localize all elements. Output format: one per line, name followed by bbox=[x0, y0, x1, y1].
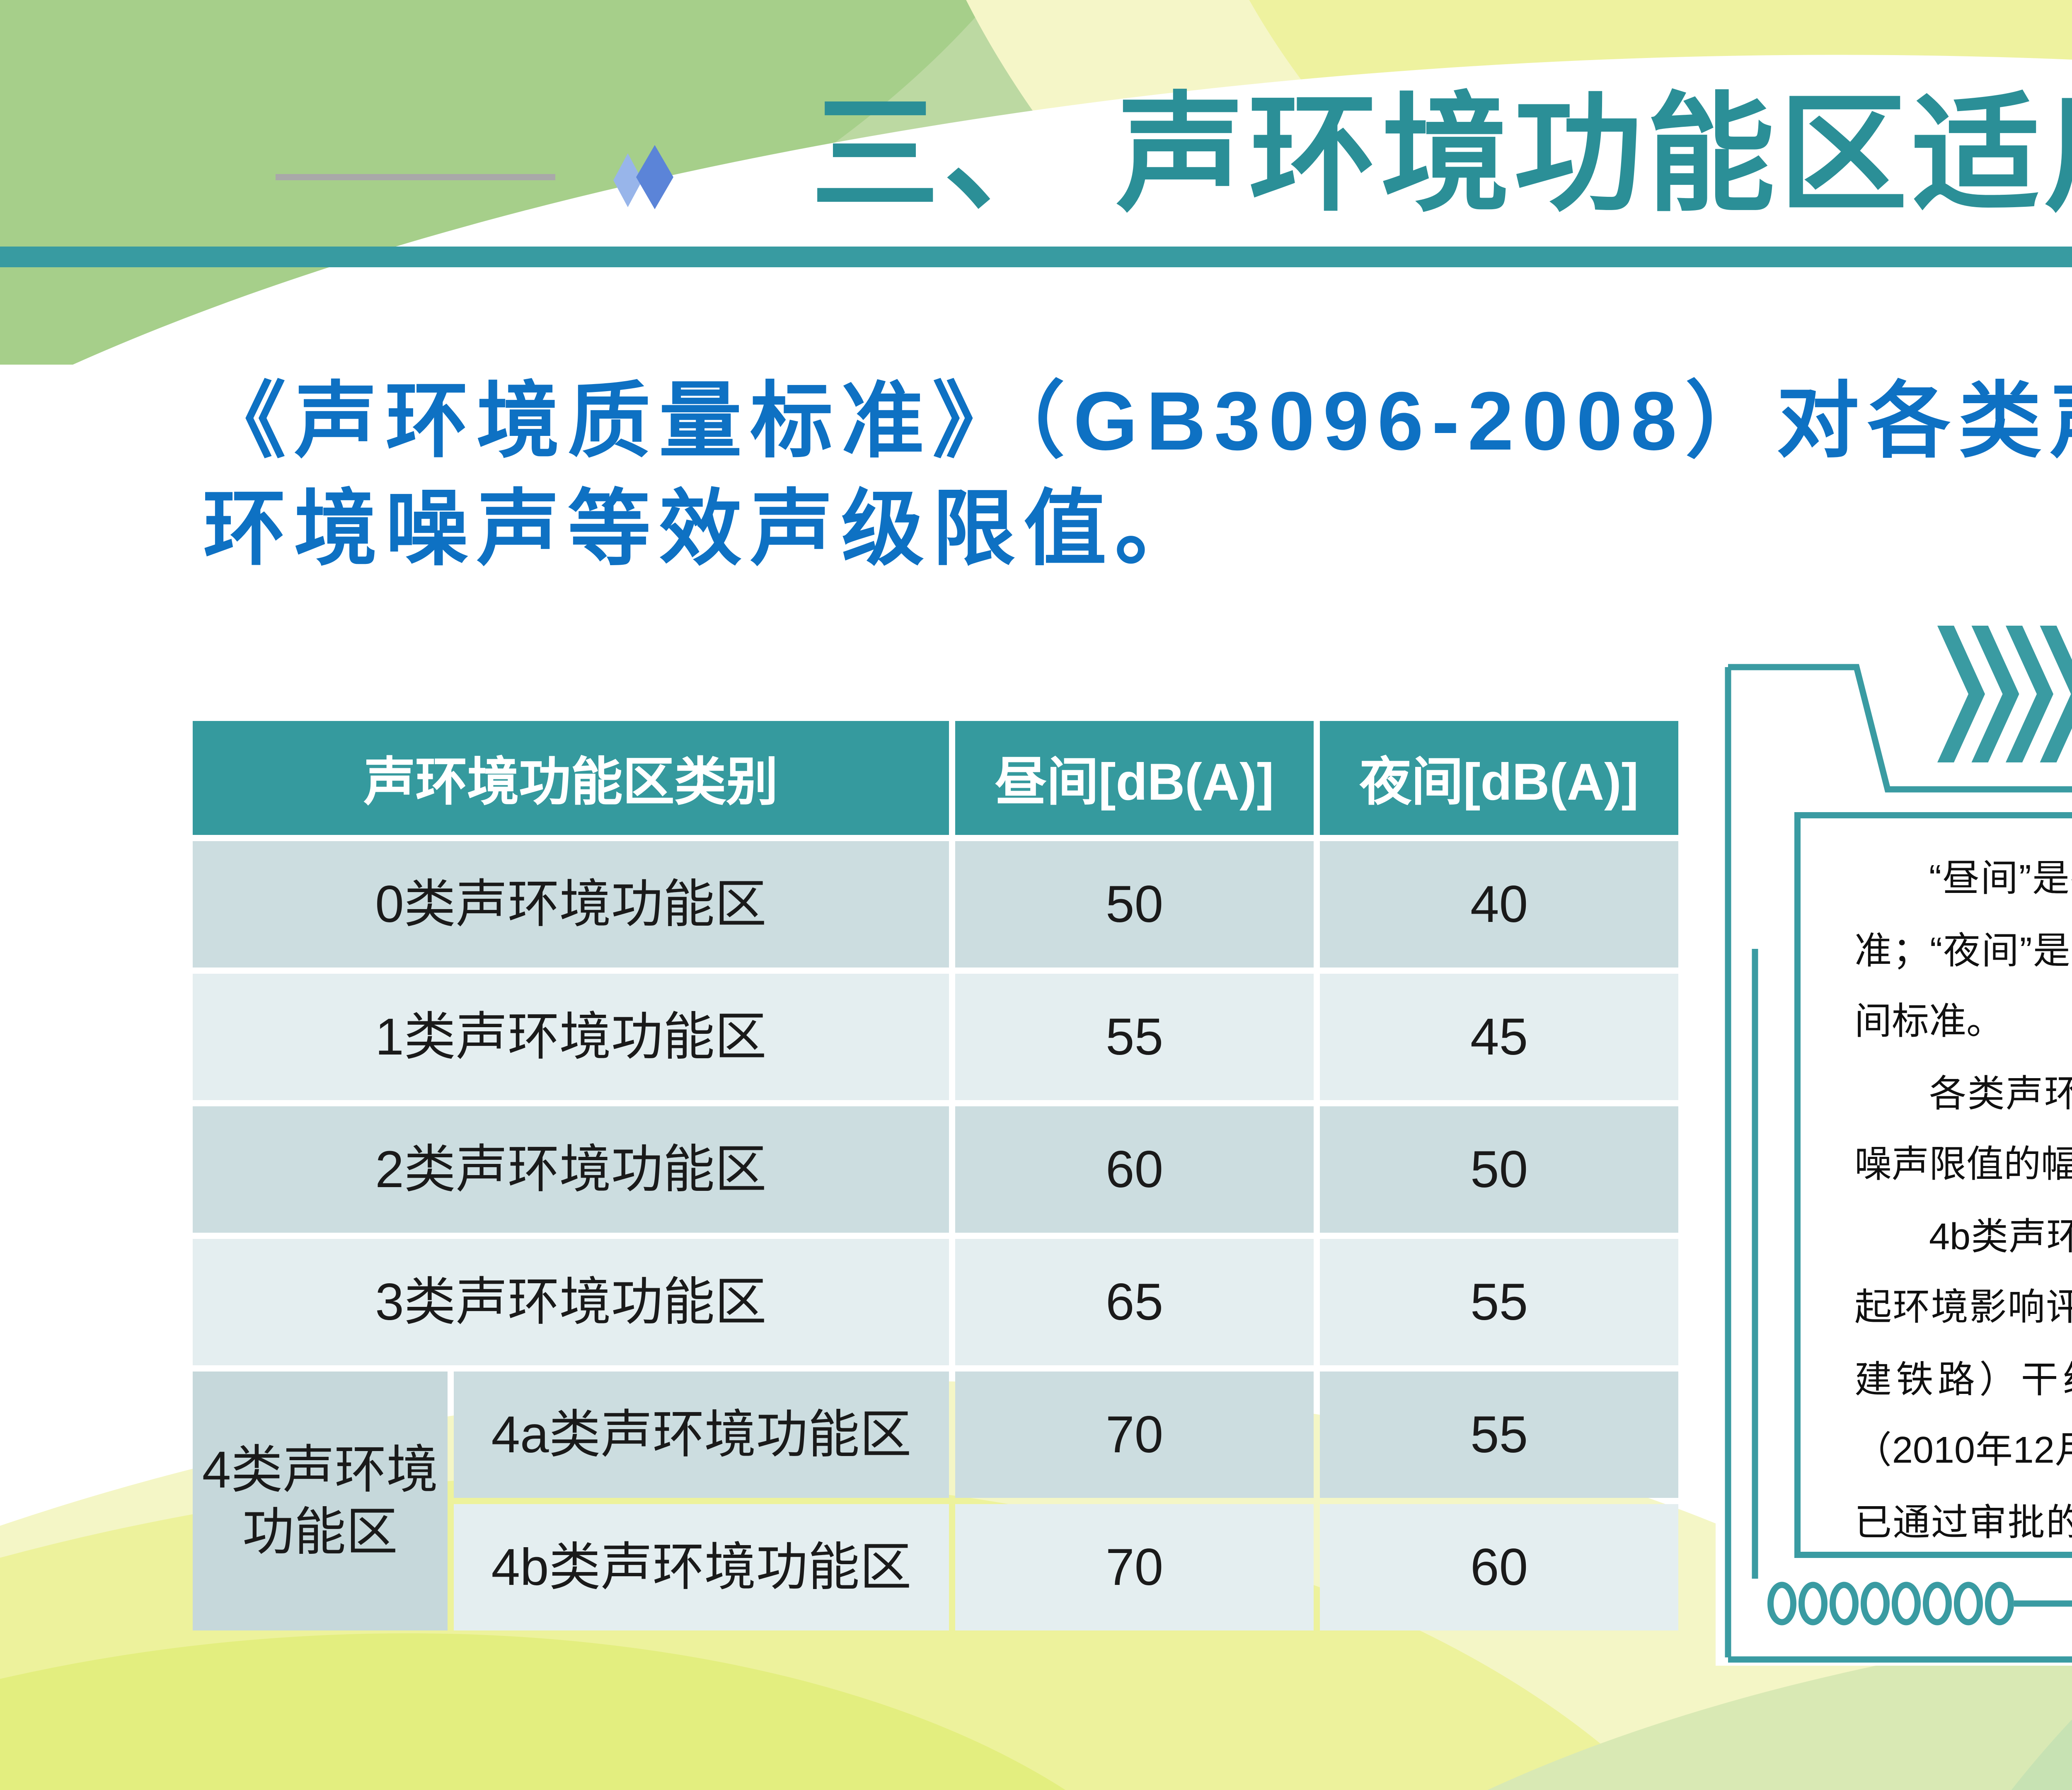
header-category: 声环境功能区类别 bbox=[193, 721, 949, 835]
header-night: 夜间[dB(A)] bbox=[1320, 721, 1679, 835]
panel-frame-decoration bbox=[1725, 626, 2072, 1663]
cell-night: 55 bbox=[1320, 1239, 1679, 1365]
table-row: 2类声环境功能区 60 50 bbox=[193, 1106, 1679, 1233]
text-segment: 各类声环境功能区 bbox=[1929, 1072, 2072, 1114]
info-panel: “昼间”是指6:00至22:00之间的时段，该时段执行昼间标准；“夜间”是指22… bbox=[1716, 609, 2072, 1666]
header-day: 昼间[dB(A)] bbox=[955, 721, 1314, 835]
diamond-accent-left-icon bbox=[613, 145, 684, 211]
circles-row-bottom-left-icon bbox=[1767, 1582, 2014, 1626]
table-header-row: 声环境功能区类别 昼间[dB(A)] 夜间[dB(A)] bbox=[193, 721, 1679, 835]
cell-night: 50 bbox=[1320, 1106, 1679, 1233]
cell-day: 70 bbox=[955, 1372, 1314, 1498]
table-row: 4b类声环境功能区 70 60 bbox=[193, 1504, 1679, 1630]
title-divider-bar bbox=[0, 247, 2072, 267]
cell-night: 55 bbox=[1320, 1372, 1679, 1498]
table-row: 3类声环境功能区 65 55 bbox=[193, 1239, 1679, 1365]
cell-day: 65 bbox=[955, 1239, 1314, 1365]
text-segment: ，其最大声级超过环境噪声限值的幅度 bbox=[1854, 1144, 2072, 1185]
cell-group-category: 4类声环境功能区 bbox=[193, 1372, 448, 1630]
table-row: 1类声环境功能区 55 45 bbox=[193, 974, 1679, 1100]
title-gray-line-left bbox=[276, 174, 555, 180]
paragraph-day-night-definition: “昼间”是指6:00至22:00之间的时段，该时段执行昼间标准；“夜间”是指22… bbox=[1854, 858, 2072, 1042]
cell-day: 70 bbox=[955, 1504, 1314, 1630]
cell-night: 60 bbox=[1320, 1504, 1679, 1630]
table-row: 4类声环境功能区 4a类声环境功能区 70 55 bbox=[193, 1372, 1679, 1630]
cell-day: 55 bbox=[955, 974, 1314, 1100]
chevrons-right-icon bbox=[1937, 626, 2072, 762]
subtitle-line-1: 《声环境质量标准》（GB3096-2008）对各类声环境功能区规定了 bbox=[203, 377, 2072, 468]
panel-frame-lines bbox=[1725, 664, 2072, 1663]
subtitle-line-2: 环境噪声等效声级限值。 bbox=[203, 485, 1206, 576]
cell-night: 45 bbox=[1320, 974, 1679, 1100]
paragraph-4b-railway-rule: 4b类声环境功能区环境噪声限值，适用于2011年1月1日起环境影响评价文件通过审… bbox=[1854, 1215, 2072, 1543]
cell-category: 3类声环境功能区 bbox=[193, 1239, 949, 1365]
cell-day: 60 bbox=[955, 1106, 1314, 1233]
subtitle: 《声环境质量标准》（GB3096-2008）对各类声环境功能区规定了 环境噪声等… bbox=[203, 369, 2072, 584]
noise-limit-table: 声环境功能区类别 昼间[dB(A)] 夜间[dB(A)] 0类声环境功能区 50… bbox=[186, 715, 1685, 1637]
cell-category: 2类声环境功能区 bbox=[193, 1106, 949, 1233]
cell-category: 0类声环境功能区 bbox=[193, 841, 949, 968]
cell-subcategory: 4b类声环境功能区 bbox=[454, 1504, 949, 1630]
page-title: 三、 声环境功能区适用标准 bbox=[811, 85, 2072, 228]
cell-category: 1类声环境功能区 bbox=[193, 974, 949, 1100]
cell-subcategory: 4a类声环境功能区 bbox=[454, 1372, 949, 1498]
cell-night: 40 bbox=[1320, 841, 1679, 968]
paragraph-night-burst-noise: 各类声环境功能区夜间突发噪声，其最大声级超过环境噪声限值的幅度不得高于15dB(… bbox=[1854, 1058, 2072, 1201]
table-row: 0类声环境功能区 50 40 bbox=[193, 841, 1679, 968]
cell-day: 50 bbox=[955, 841, 1314, 968]
info-card: “昼间”是指6:00至22:00之间的时段，该时段执行昼间标准；“夜间”是指22… bbox=[1794, 812, 2072, 1558]
